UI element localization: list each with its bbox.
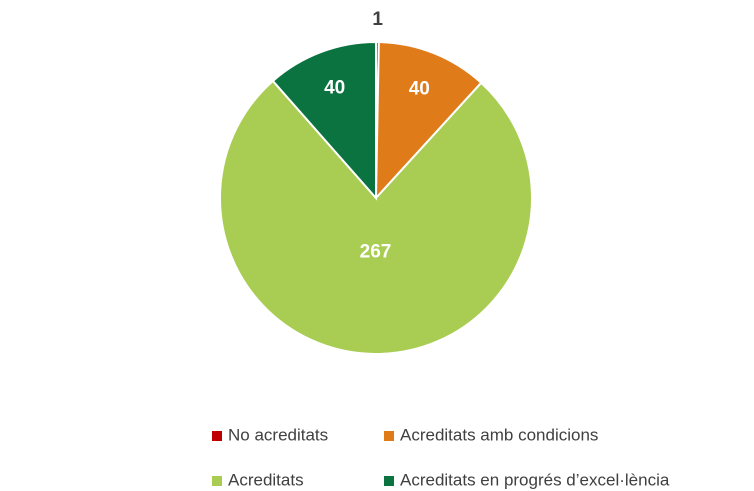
legend-swatch [384, 476, 394, 486]
data-label: 40 [409, 78, 430, 99]
legend-swatch [384, 431, 394, 441]
legend-label: Acreditats amb condicions [400, 425, 598, 444]
pie-slice [271, 40, 377, 201]
pie-slice [374, 41, 483, 201]
legend-swatch [212, 476, 222, 486]
legend-label: Acreditats en progrés d’excel·lència [400, 470, 670, 489]
legend-label: Acreditats [228, 470, 304, 489]
pie-slice [219, 79, 533, 355]
data-label: 40 [324, 78, 345, 99]
data-label: 267 [360, 242, 392, 263]
legend-label: No acreditats [228, 425, 328, 444]
data-label: 1 [372, 9, 383, 30]
legend-swatch [212, 431, 222, 441]
